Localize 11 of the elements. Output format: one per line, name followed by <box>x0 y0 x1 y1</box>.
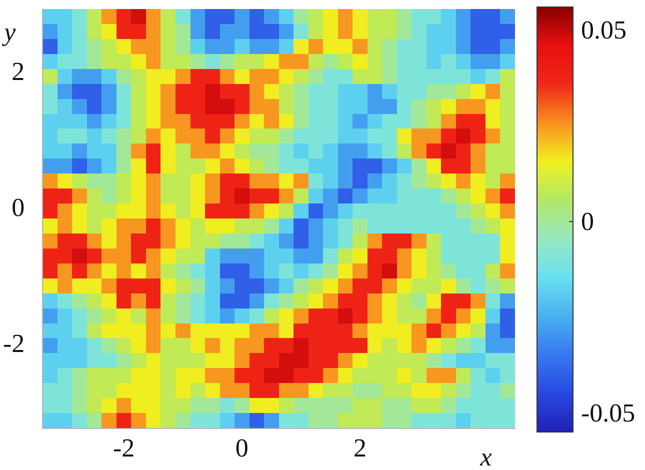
x-tick-label: 0 <box>235 434 248 462</box>
color-bar-label: 0 <box>581 206 594 236</box>
y-tick-label: 2 <box>12 57 25 86</box>
x-tick-label: -2 <box>113 434 135 462</box>
x-axis-title: x <box>479 442 492 470</box>
y-tick-label: -2 <box>2 329 25 358</box>
y-tick-label: 0 <box>12 193 25 222</box>
color-bar-label: 0.05 <box>581 15 626 44</box>
x-tick-label: 2 <box>354 434 367 462</box>
color-bar-label: -0.05 <box>581 398 636 428</box>
y-axis-title: y <box>1 18 16 46</box>
